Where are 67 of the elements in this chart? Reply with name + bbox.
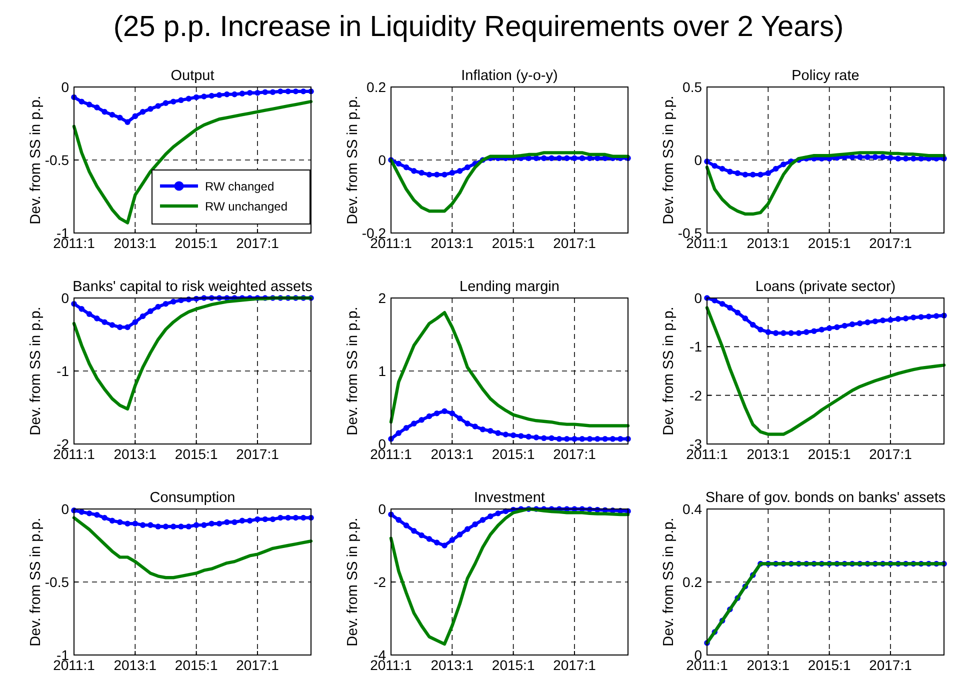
chart-title: Policy rate [792,68,860,84]
y-axis-title: Dev. from SS in p.p. [28,306,44,436]
legend-label: RW unchanged [205,200,288,214]
x-tick-label: 2013:1 [114,235,157,251]
y-axis-title: Dev. from SS in p.p. [661,306,677,436]
x-tick-label: 2017:1 [236,657,280,673]
y-tick-label: 0 [61,501,70,517]
chart-title: Lending margin [460,279,560,295]
x-tick-label: 2013:1 [430,446,474,462]
x-tick-label: 2015:1 [808,235,851,251]
y-tick-label: -2 [690,387,702,404]
y-tick-label: 0.4 [682,501,702,517]
y-tick-label: 1 [378,363,386,379]
x-tick-label: 2015:1 [808,657,851,673]
x-tick-label: 2013:1 [746,235,790,251]
y-axis-title: Dev. from SS in p.p. [28,96,44,224]
y-tick-label: -2 [374,574,386,590]
y-axis-title: Dev. from SS in p.p. [345,306,361,436]
x-tick-label: 2017:1 [553,235,596,251]
x-tick-label: 2013:1 [430,235,474,251]
legend-label: RW changed [205,180,274,194]
x-tick-label: 2013:1 [746,657,790,673]
y-tick-label: 0 [378,152,386,168]
y-tick-label: 0.2 [366,79,386,95]
y-tick-label: 2 [378,290,386,306]
x-tick-label: 2013:1 [114,446,157,462]
y-axis-title: Dev. from SS in p.p. [661,96,677,224]
y-tick-label: -0.5 [44,574,70,590]
text: (25 p.p. Increase in Liquidity Requirements over 2 Years) [113,11,844,43]
chart-title: Loans (private sector) [755,279,896,295]
y-axis-title: Dev. from SS in p.p. [345,518,361,646]
y-tick-label: -1 [56,363,70,379]
chart-title: Consumption [150,490,236,506]
chart-title: Share of gov. bonds on banks' assets [705,490,946,506]
chart-title: Banks' capital to risk weighted assets [72,279,312,295]
y-tick-label: 0 [694,290,702,306]
y-tick-label: 0 [694,152,702,168]
x-tick-label: 2015:1 [492,657,535,673]
y-tick-label: 0 [378,501,386,517]
x-tick-label: 2015:1 [174,446,218,462]
x-tick-label: 2017:1 [553,446,596,462]
x-tick-label: 2017:1 [236,235,280,251]
chart-title: Output [170,68,214,84]
chart-title: Investment [474,490,545,506]
x-tick-label: 2017:1 [869,657,912,673]
x-tick-label: 2017:1 [236,446,280,462]
x-tick-label: 2013:1 [430,657,474,673]
y-tick-label: 0.2 [682,574,702,590]
x-tick-label: 2017:1 [869,446,912,462]
x-tick-label: 2015:1 [808,446,851,462]
y-tick-label: 0 [61,79,70,95]
x-tick-label: 2015:1 [492,446,535,462]
x-tick-label: 2015:1 [174,235,218,251]
y-axis-title: Dev. from SS in p.p. [345,96,361,224]
y-tick-label: -0.5 [44,152,70,168]
x-tick-label: 2015:1 [174,657,218,673]
x-tick-label: 2013:1 [114,657,157,673]
x-tick-label: 2013:1 [746,446,790,462]
x-tick-label: 2015:1 [492,235,535,251]
y-axis-title: Dev. from SS in p.p. [661,518,677,646]
y-tick-label: -1 [690,338,702,355]
y-tick-label: 0 [61,290,70,306]
chart-title: Inflation (y-o-y) [461,68,558,84]
x-tick-label: 2017:1 [553,657,596,673]
y-axis-title: Dev. from SS in p.p. [28,518,44,646]
y-tick-label: 0.5 [682,79,702,95]
x-tick-label: 2017:1 [869,235,912,251]
